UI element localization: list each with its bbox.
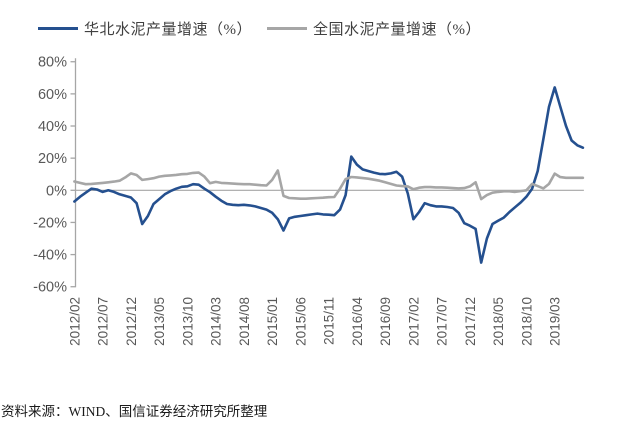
y-axis-label: 20%	[38, 151, 67, 167]
x-axis-label: 2018/05	[491, 297, 506, 346]
x-axis-label: 2017/12	[463, 297, 478, 346]
chart-legend: 华北水泥产量增速（%） 全国水泥产量增速（%）	[38, 18, 496, 39]
y-axis-label: 80%	[38, 55, 67, 71]
y-axis-label: -20%	[33, 215, 67, 231]
source-note: 资料来源：WIND、国信证券经济研究所整理	[1, 404, 268, 419]
x-axis-label: 2016/04	[350, 297, 365, 346]
x-axis-label: 2015/06	[293, 297, 308, 346]
legend-item-north-china: 华北水泥产量增速（%）	[38, 18, 252, 39]
x-axis-label: 2014/03	[209, 297, 224, 346]
national-series-line	[73, 169, 585, 201]
north-china-line-swatch	[38, 26, 78, 30]
y-axis-label: 0%	[46, 183, 67, 199]
x-axis-label: 2018/10	[519, 297, 534, 346]
north-china-series-line	[73, 86, 585, 264]
x-axis-label: 2017/07	[435, 297, 450, 346]
legend-item-national: 全国水泥产量增速（%）	[267, 18, 481, 39]
x-axis-label: 2012/07	[96, 297, 111, 346]
legend-label-north-china: 华北水泥产量增速（%）	[84, 21, 252, 38]
x-axis-label: 2015/11	[322, 297, 337, 345]
x-axis-label: 2016/09	[378, 297, 393, 346]
x-axis-label: 2015/01	[265, 297, 280, 346]
y-axis-label: -60%	[33, 280, 67, 296]
chart-plot-area: 80% 60% 40% 20% 0% -20% -40% -60%2012/02 2012/07…	[33, 55, 585, 346]
y-axis-label: 40%	[38, 119, 67, 135]
x-axis-label: 2013/05	[152, 297, 167, 346]
national-line-swatch	[267, 26, 307, 30]
x-axis-label: 2012/12	[124, 297, 139, 346]
legend-label-national: 全国水泥产量增速（%）	[313, 21, 481, 38]
y-axis-label: 60%	[38, 87, 67, 103]
x-axis-label: 2019/03	[548, 297, 563, 346]
x-axis-label: 2013/10	[180, 297, 195, 346]
y-axis-label: -40%	[33, 248, 67, 264]
x-axis-label: 2012/02	[67, 297, 82, 346]
x-axis-label: 2017/02	[406, 297, 421, 346]
x-axis-label: 2014/08	[237, 297, 252, 346]
